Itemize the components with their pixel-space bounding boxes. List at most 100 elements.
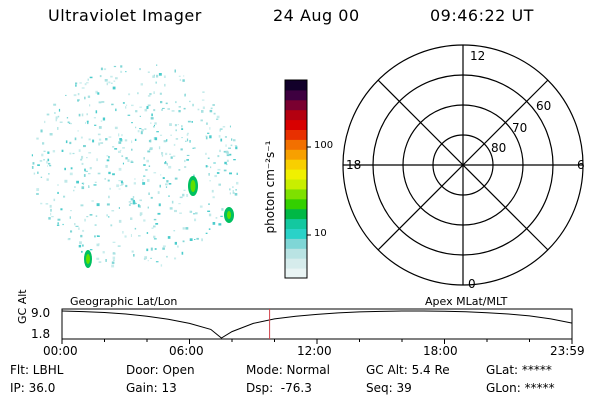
image-speck: [98, 243, 100, 246]
image-speck: [89, 76, 93, 79]
mlt-label-right: 6: [577, 158, 585, 172]
image-speck: [37, 164, 40, 166]
status-dsp: Dsp: -76.3: [246, 381, 312, 395]
image-speck: [94, 235, 96, 238]
colorbar-segment: [285, 258, 307, 269]
image-speck: [102, 117, 106, 121]
x-tick-label-1: 06:00: [169, 344, 204, 358]
image-speck: [137, 130, 140, 133]
image-speck: [235, 189, 237, 191]
image-speck: [48, 173, 50, 175]
image-speck: [220, 215, 223, 217]
image-speck: [59, 121, 63, 123]
image-speck: [77, 93, 80, 96]
image-speck: [112, 173, 115, 176]
image-speck: [112, 241, 116, 243]
image-speck: [70, 230, 73, 233]
image-speck: [153, 109, 156, 112]
colorbar-segment: [285, 238, 307, 249]
image-speck: [31, 166, 34, 169]
image-speck: [81, 87, 85, 89]
image-speck: [104, 79, 108, 82]
image-speck: [142, 182, 146, 185]
image-speck: [113, 65, 117, 68]
image-speck: [229, 192, 231, 195]
image-speck: [148, 192, 150, 195]
image-speck: [158, 146, 161, 150]
image-speck: [182, 227, 185, 230]
image-speck: [155, 81, 157, 84]
image-speck: [130, 161, 134, 163]
image-speck: [139, 115, 141, 117]
image-speck: [199, 205, 203, 208]
image-speck: [93, 117, 96, 119]
image-speck: [210, 107, 213, 109]
colorbar-segment: [285, 159, 307, 170]
image-speck: [150, 117, 154, 120]
image-speck: [118, 188, 121, 190]
image-speck: [230, 144, 233, 147]
colorbar-segment: [285, 268, 307, 279]
image-speck: [166, 162, 168, 166]
image-speck: [79, 82, 82, 84]
image-speck: [209, 127, 211, 130]
image-speck: [132, 196, 135, 198]
image-speck: [57, 191, 59, 194]
image-speck: [93, 184, 97, 186]
image-speck: [139, 68, 141, 71]
image-speck: [80, 136, 83, 139]
image-speck: [100, 67, 103, 71]
image-speck: [154, 248, 157, 250]
image-speck: [55, 116, 58, 120]
image-speck: [148, 139, 151, 143]
time-label: 09:46:22 UT: [430, 6, 534, 25]
image-speck: [184, 166, 187, 168]
image-speck: [134, 138, 137, 141]
image-speck: [57, 184, 59, 186]
image-speck: [86, 113, 88, 116]
image-speck: [69, 141, 72, 145]
image-speck: [57, 127, 59, 130]
image-speck: [154, 122, 157, 125]
image-speck: [84, 83, 87, 86]
image-speck: [189, 238, 193, 241]
image-speck: [224, 161, 227, 165]
image-speck: [229, 125, 231, 128]
image-speck: [45, 203, 49, 205]
image-speck: [135, 110, 138, 113]
image-speck: [174, 257, 177, 260]
image-speck: [57, 115, 60, 118]
image-speck: [81, 113, 84, 117]
image-speck: [119, 149, 122, 151]
image-speck: [84, 218, 86, 222]
image-speck: [69, 152, 72, 155]
image-speck: [174, 69, 176, 73]
image-speck: [225, 150, 229, 154]
image-speck: [174, 209, 177, 213]
image-speck: [179, 212, 182, 214]
image-speck: [165, 152, 168, 156]
image-speck: [76, 180, 79, 184]
timeline-right-label: Apex MLat/MLT: [425, 295, 508, 308]
image-speck: [131, 148, 133, 151]
color-scale-frame: [284, 79, 308, 279]
polar-grid: [342, 44, 584, 286]
image-speck: [140, 131, 143, 135]
image-speck: [118, 141, 122, 144]
mlt-label-bottom: 0: [468, 277, 476, 291]
colorbar-segment: [285, 80, 307, 91]
image-speck: [108, 136, 112, 138]
image-speck: [162, 177, 165, 179]
image-speck: [186, 133, 189, 136]
lat-label-70: 70: [512, 121, 527, 135]
image-speck: [105, 138, 108, 141]
colorbar-tick-label-100: 100: [314, 140, 334, 151]
image-speck: [118, 207, 120, 209]
image-speck: [139, 106, 142, 108]
image-speck: [134, 202, 137, 204]
image-speck: [174, 177, 178, 180]
image-speck: [83, 145, 86, 148]
image-speck: [43, 159, 45, 161]
image-speck: [205, 165, 208, 168]
image-speck: [77, 130, 79, 132]
